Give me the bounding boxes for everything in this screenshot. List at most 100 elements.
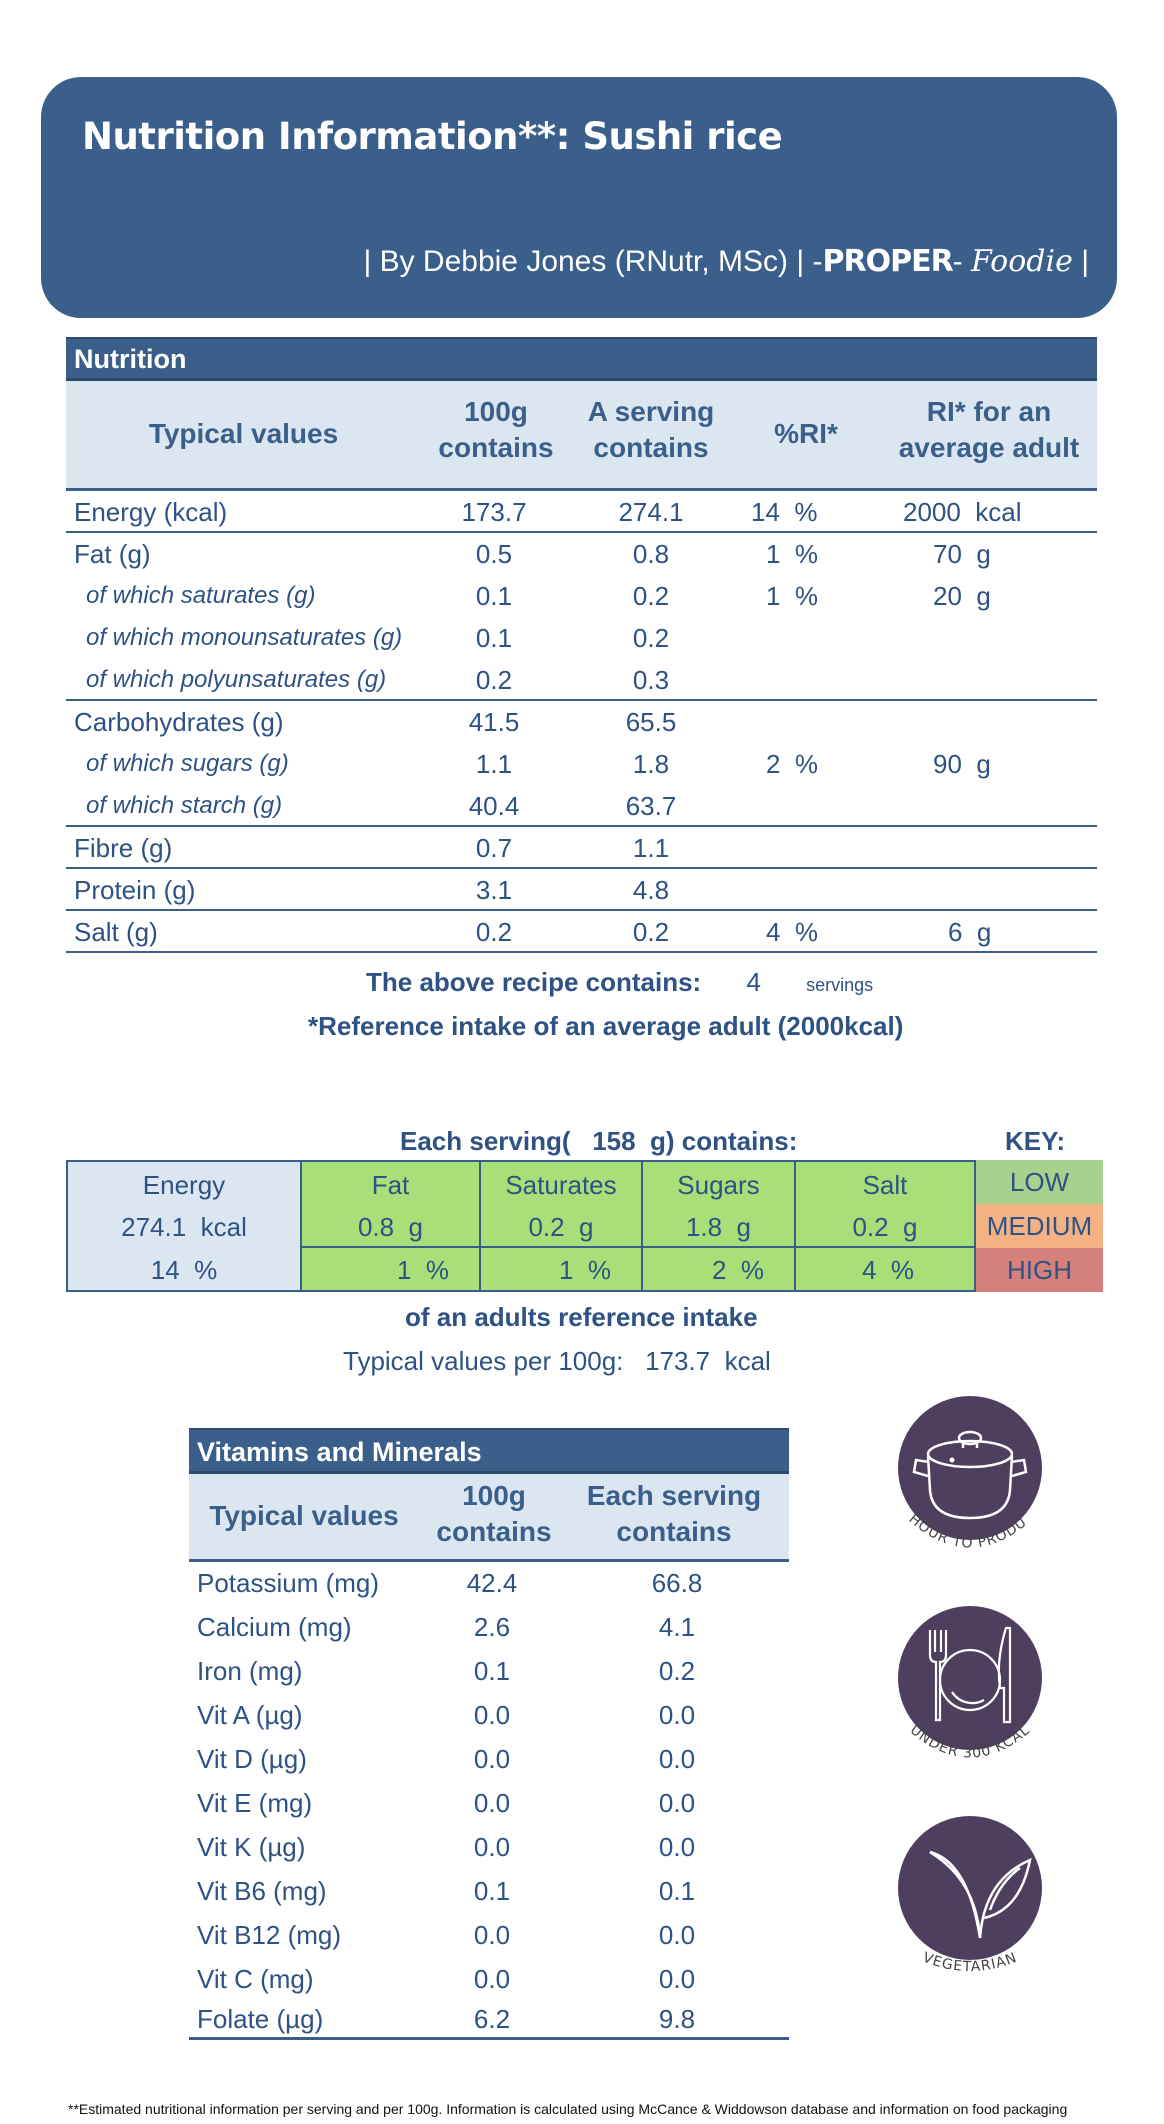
row-100g: 0.0 [473, 1700, 511, 1730]
row-serving: 63.7 [625, 791, 677, 821]
row-ri: 6 g [948, 917, 992, 947]
footnote: **Estimated nutritional information per … [68, 2101, 1068, 2117]
table-row: Fat (g) 0.5 0.8 1 % 70 g [66, 533, 1097, 575]
servings-unit: servings [806, 975, 874, 995]
row-serving: 0.2 [632, 917, 670, 947]
table-row: of which polyunsaturates (g) 0.2 0.3 [66, 659, 1097, 701]
cooking-pot-icon: 1 HOUR TO PRODUCE [875, 1378, 1042, 1552]
row-100g: 0.1 [473, 1876, 511, 1906]
traffic-footer: of an adults reference intake [405, 1302, 758, 1332]
table-row: Carbohydrates (g) 41.5 65.5 [66, 701, 1097, 743]
col-typical-values: Typical values [148, 418, 339, 449]
traffic-light-table: Energy 274.1 kcal 14 % Fat 0.8 g 1 % Sat… [66, 1160, 976, 1292]
table-row: Potassium (mg) 42.4 66.8 [189, 1562, 789, 1606]
badge-1-hour: 1 HOUR TO PRODUCE [875, 1378, 1060, 1570]
vitamins-title: Vitamins and Minerals [197, 1437, 482, 1467]
per100-energy: Typical values per 100g: 173.7 kcal [343, 1346, 771, 1377]
byline-suffix: | [1072, 245, 1089, 278]
row-label: of which sugars (g) [86, 750, 289, 777]
saturates-value: 0.2 g [528, 1212, 594, 1242]
row-100g: 0.2 [475, 665, 513, 695]
col-100g-line1: 100g [464, 396, 528, 427]
row-serving: 1.1 [632, 833, 670, 863]
row-serving: 0.0 [658, 1832, 696, 1862]
row-label: Vit C (mg) [197, 1964, 314, 1994]
brand-proper: PROPER [822, 244, 954, 279]
row-serving: 66.8 [651, 1568, 703, 1598]
per100-label: Typical values per 100g: [343, 1346, 624, 1376]
row-100g: 0.2 [475, 917, 513, 947]
leaf-icon: VEGETARIAN [898, 1816, 1042, 1975]
servings-count: 4 [746, 967, 761, 997]
row-100g: 0.7 [475, 833, 513, 863]
table-row: Vit B12 (mg) 0.0 0.0 [189, 1914, 789, 1958]
col-ri-adult: RI* for an average adult [881, 394, 1097, 467]
row-ri: 2000 kcal [903, 497, 1022, 527]
col-serving-line2: contains [593, 432, 709, 464]
row-100g: 0.5 [475, 539, 513, 569]
row-ri-pct: 1 % [766, 539, 819, 569]
page-title: Nutrition Information**: Sushi rice [82, 115, 783, 158]
row-serving: 0.0 [658, 1700, 696, 1730]
col-100g-line2: contains [438, 432, 554, 464]
row-label: Folate (µg) [197, 2004, 324, 2034]
table-row: Energy (kcal) 173.7 274.1 14 % 2000 kcal [66, 491, 1097, 533]
traffic-sugars: Sugars 1.8 g 2 % [641, 1162, 794, 1290]
row-label: Vit A (µg) [197, 1700, 303, 1730]
sugars-value: 1.8 g [685, 1212, 752, 1242]
row-serving: 65.5 [625, 707, 677, 737]
vitamins-header-row: Typical values 100g contains Each serving… [189, 1474, 789, 1562]
plate-cutlery-icon: UNDER 300 KCAL [898, 1606, 1042, 1762]
vitamins-rows: Potassium (mg) 42.4 66.8 Calcium (mg) 2.6 4.… [189, 1562, 789, 2040]
reference-intake-note: *Reference intake of an average adult (2… [308, 1011, 904, 1041]
key-label: KEY: [1005, 1126, 1066, 1156]
traffic-energy: Energy 274.1 kcal 14 % [68, 1162, 300, 1290]
col-serving: Each serving contains [569, 1478, 779, 1551]
traffic-heading-suffix: g) contains: [650, 1126, 798, 1156]
servings-note: The above recipe contains: 4 servings [366, 967, 873, 998]
saturates-label: Saturates [505, 1170, 617, 1200]
row-100g: 2.6 [473, 1612, 511, 1642]
row-label: Potassium (mg) [197, 1568, 380, 1598]
serving-size: 158 [592, 1126, 636, 1156]
row-label: Protein (g) [74, 875, 196, 905]
row-serving: 4.8 [632, 875, 670, 905]
row-100g: 0.1 [475, 623, 513, 653]
table-row: of which saturates (g) 0.1 0.2 1 % 20 g [66, 575, 1097, 617]
row-ri: 70 g [933, 539, 991, 569]
table-row: Salt (g) 0.2 0.2 4 % 6 g [66, 911, 1097, 953]
saturates-pct: 1 % [558, 1255, 611, 1285]
traffic-fat: Fat 0.8 g 1 % [300, 1162, 479, 1290]
row-label: of which monounsaturates (g) [86, 624, 403, 651]
table-row: Vit D (µg) 0.0 0.0 [189, 1738, 789, 1782]
traffic-heading-prefix: Each serving( [400, 1126, 571, 1156]
salt-label: Salt [862, 1170, 908, 1200]
divider [796, 1246, 974, 1248]
divider [302, 1246, 479, 1248]
servings-label: The above recipe contains: [366, 967, 702, 997]
brand-foodie: Foodie [971, 244, 1073, 279]
traffic-saturates: Saturates 0.2 g 1 % [479, 1162, 641, 1290]
table-row: Iron (mg) 0.1 0.2 [189, 1650, 789, 1694]
divider [481, 1246, 641, 1248]
table-row: of which starch (g) 40.4 63.7 [66, 785, 1097, 827]
table-row: Vit E (mg) 0.0 0.0 [189, 1782, 789, 1826]
col-serving-line2: contains [616, 1516, 732, 1548]
row-100g: 0.0 [473, 1920, 511, 1950]
key-medium: MEDIUM [976, 1204, 1103, 1248]
row-label: Vit B6 (mg) [197, 1876, 327, 1906]
row-serving: 0.3 [632, 665, 670, 695]
row-label: of which polyunsaturates (g) [86, 666, 387, 693]
row-serving: 0.0 [658, 1744, 696, 1774]
row-serving: 1.8 [632, 749, 670, 779]
row-serving: 0.1 [658, 1876, 696, 1906]
row-serving: 0.0 [658, 1964, 696, 1994]
fat-value: 0.8 g [357, 1212, 424, 1242]
fat-label: Fat [371, 1170, 410, 1200]
row-100g: 1.1 [475, 749, 513, 779]
row-100g: 173.7 [461, 497, 527, 527]
col-serving-line1: A serving [587, 396, 715, 427]
row-100g: 42.4 [466, 1568, 518, 1598]
vitamins-title-bar: Vitamins and Minerals [189, 1428, 789, 1474]
table-row: of which sugars (g) 1.1 1.8 2 % 90 g [66, 743, 1097, 785]
